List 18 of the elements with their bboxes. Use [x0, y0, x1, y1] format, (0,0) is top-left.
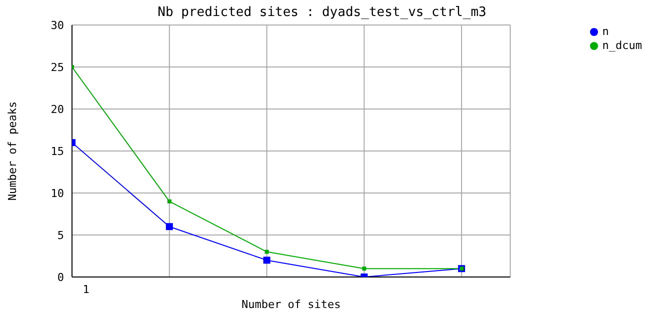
- point: [167, 199, 172, 204]
- y-tick-label: 20: [50, 102, 64, 116]
- y-tick-label: 10: [50, 186, 64, 200]
- point: [166, 223, 173, 230]
- point: [362, 266, 366, 271]
- y-tick-label: 5: [57, 228, 64, 242]
- y-tick-label: 25: [50, 60, 64, 74]
- point: [264, 250, 269, 254]
- y-tick-label: 15: [50, 144, 64, 158]
- y-tick-label: 0: [57, 270, 64, 284]
- point: [263, 256, 270, 264]
- legend-label: n_dcum: [602, 39, 642, 52]
- y-tick-label: 30: [50, 18, 64, 32]
- chart-title: Nb predicted sites : dyads_test_vs_ctrl_m3: [156, 5, 488, 20]
- x-axis-title: Number of sites: [241, 298, 341, 311]
- y-axis-title: Number of peaks: [6, 101, 19, 201]
- x-tick-label: 1: [82, 282, 90, 296]
- legend-label: n: [602, 25, 609, 38]
